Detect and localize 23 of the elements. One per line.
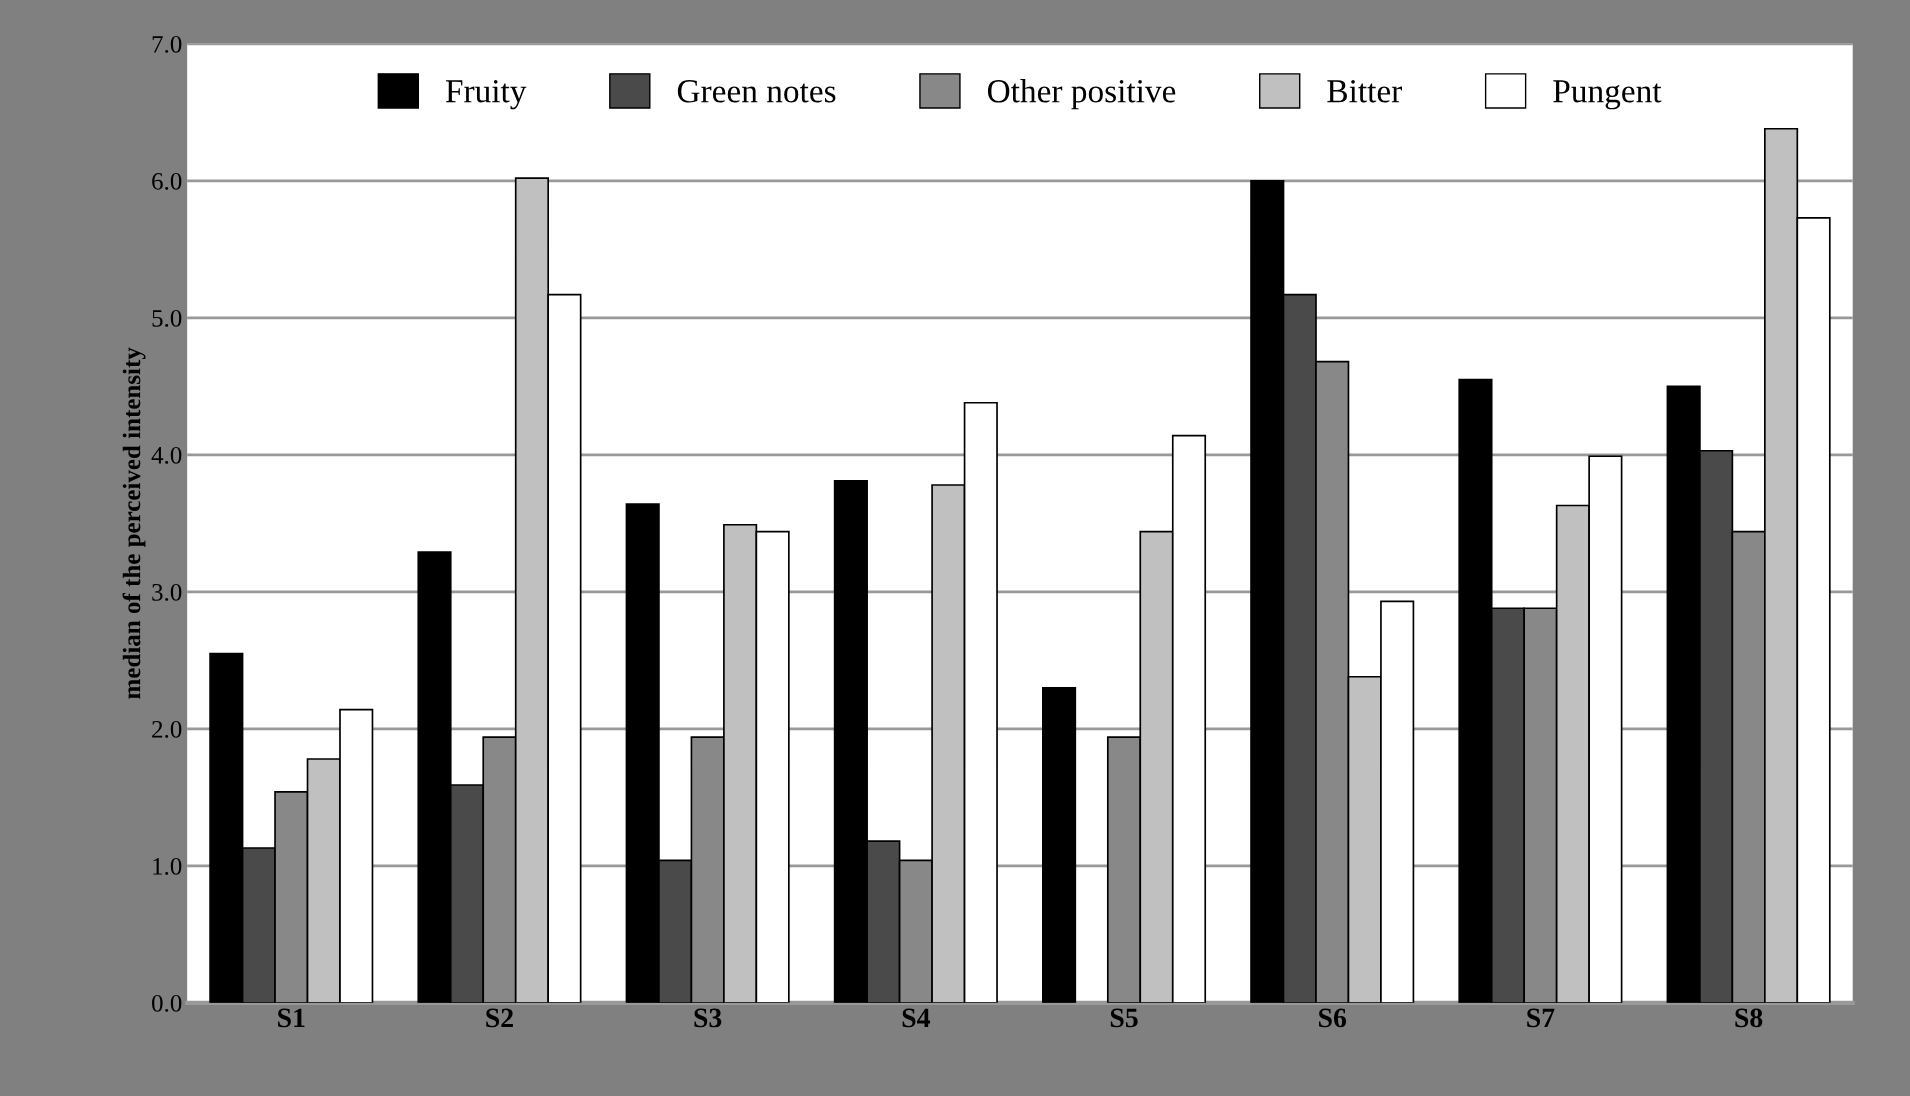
legend-label: Green notes [677,80,836,103]
bar [1042,686,1077,1003]
y-tick-label: 1.0 [153,857,182,875]
legend-label: Fruity [445,80,527,110]
y-tick-label: 6.0 [152,172,182,190]
x-tick-label: S2 [486,1008,513,1028]
legend-label: Bitter [1327,80,1403,103]
y-tick-label: 5.0 [152,309,182,327]
x-tick-label: S3 [694,1008,722,1028]
y-axis-title: median of the perceived intensity [122,347,146,699]
y-tick-label: 7.0 [152,35,182,53]
y-tick-label: 2.0 [152,720,182,738]
x-tick-label: S5 [1110,1008,1138,1028]
legend-label: Pungent [1553,80,1662,110]
x-tick-label: S7 [1527,1008,1555,1028]
x-tick-label: S8 [1735,1008,1763,1028]
x-tick-label: S1 [278,1008,305,1028]
x-tick-label: S4 [902,1008,930,1028]
legend-label: Other positive [987,79,1176,110]
y-tick-label: 3.0 [152,583,182,601]
y-tick-label: 0.0 [152,994,182,1012]
y-tick-label: 4.0 [151,446,182,464]
x-tick-label: S6 [1319,1008,1347,1028]
